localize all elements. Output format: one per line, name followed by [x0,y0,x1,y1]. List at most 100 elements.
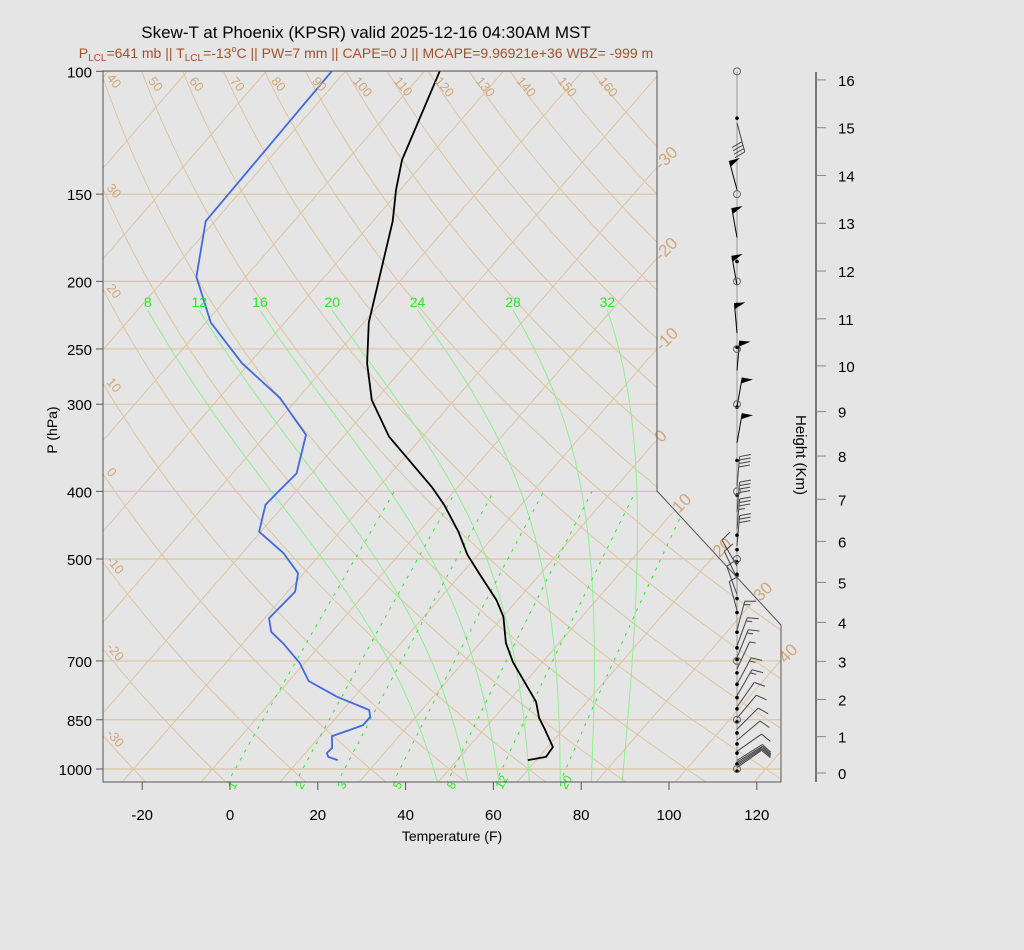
barb-staff [736,744,763,761]
barb-flag [731,206,743,214]
barb-full [762,745,772,755]
dry-adiabat-label: 130 [473,74,498,100]
dry-adiabat-50 [135,71,781,782]
x-tick-label: 0 [226,807,234,824]
barb-full [738,486,751,490]
dry-adiabat-label: 140 [514,74,539,100]
barb-full [738,461,751,465]
height-tick-label: 16 [838,73,855,90]
wind-barb [736,749,771,769]
level-dot [735,547,739,552]
barb-full [739,516,751,520]
dry-adiabat-label: -30 [104,726,128,750]
dry-adiabat-120 [417,71,781,782]
barb-full [748,629,760,632]
isotherm-line [103,71,597,782]
wind-barb [736,513,751,546]
barb-staff [736,748,763,767]
barb-full [751,669,764,674]
dry-adiabat-label: 110 [391,74,416,100]
level-dot [735,259,739,264]
barb-flag [741,413,754,420]
level-dot [735,116,739,120]
barb-full [733,148,745,155]
x-tick-label: -20 [131,807,153,824]
wind-barb [736,377,754,408]
barb-staff [736,694,757,719]
mixing-ratio-label: 3 [334,778,350,791]
y-tick-label: 300 [67,397,92,414]
mixing-ratio-line-8 [446,491,593,782]
wind-barb [736,720,770,741]
mixing-ratio-line-12 [494,491,637,782]
wind-barb [736,600,757,631]
moist-adiabat-20 [331,309,531,782]
moist-adiabat-label: 32 [600,294,616,310]
barb-full [739,513,751,517]
wind-barb [736,629,760,658]
wind-barb [736,340,751,371]
barb-flag [739,340,751,347]
wind-barb [736,479,751,513]
barb-full [734,151,746,159]
wind-barb [723,543,738,579]
wind-barb [728,575,740,611]
mixing-ratio-line-2 [294,491,457,782]
dry-adiabat-60 [175,71,781,782]
y-tick-label: 500 [67,552,92,569]
plcl-value: =641 mb || T [106,45,185,61]
level-dot [735,657,739,662]
mixing-ratio-line-5 [392,491,545,782]
dry-adiabat-40 [103,71,709,782]
barb-full [759,720,770,728]
level-dot [735,630,739,635]
height-tick-label: 1 [838,730,846,747]
chart-subtitle: PLCL=641 mb || TLCL=-13oC || PW=7 mm || … [79,44,653,64]
moist-adiabat-12 [198,309,469,782]
mandatory-level-circle [733,190,741,199]
dry-adiabat-80 [256,71,781,782]
wind-barb [736,669,764,696]
isotherm-line [199,71,781,782]
height-tick-label: 9 [838,405,846,422]
height-tick-label: 7 [838,492,846,509]
mandatory-level-circle [733,765,741,773]
barb-full [738,503,751,507]
moist-adiabat-28 [512,309,595,782]
barb-staff [728,160,738,190]
dry-adiabat-label: 0 [104,465,120,480]
level-dot [735,646,739,650]
wind-barb [736,496,751,529]
x-tick-label: 40 [397,807,414,824]
height-tick-label: 3 [838,654,846,671]
isotherm-line [103,71,123,782]
dry-adiabat-label: 160 [596,74,621,100]
mandatory-level-circle [733,656,741,665]
mandatory-level-circle [733,344,741,353]
x-tick-label: 100 [656,807,681,824]
isotherm-line [0,56,43,784]
barb-staff [736,498,741,529]
isotherm-line [594,71,781,782]
mandatory-level-circle [733,67,741,76]
barb-full [762,744,772,753]
dry-adiabat-label: 80 [268,74,289,95]
wind-barb [736,694,767,719]
isotherm-line [103,71,202,782]
isotherm-line [436,71,781,782]
y-tick-label: 1000 [59,762,92,779]
y-tick-label: 100 [67,64,92,81]
barb-staff [736,707,759,730]
y-tick-label: 850 [67,713,92,730]
y-tick-label: 700 [67,654,92,671]
barb-full [761,748,771,757]
x-tick-label: 120 [744,807,769,824]
plcl-sub: LCL [88,53,107,64]
level-dot [735,596,739,601]
barb-full [738,520,751,524]
barb-staff [723,550,738,579]
barb-staff [731,207,738,238]
barb-half [750,672,757,675]
background-grid [0,56,781,784]
